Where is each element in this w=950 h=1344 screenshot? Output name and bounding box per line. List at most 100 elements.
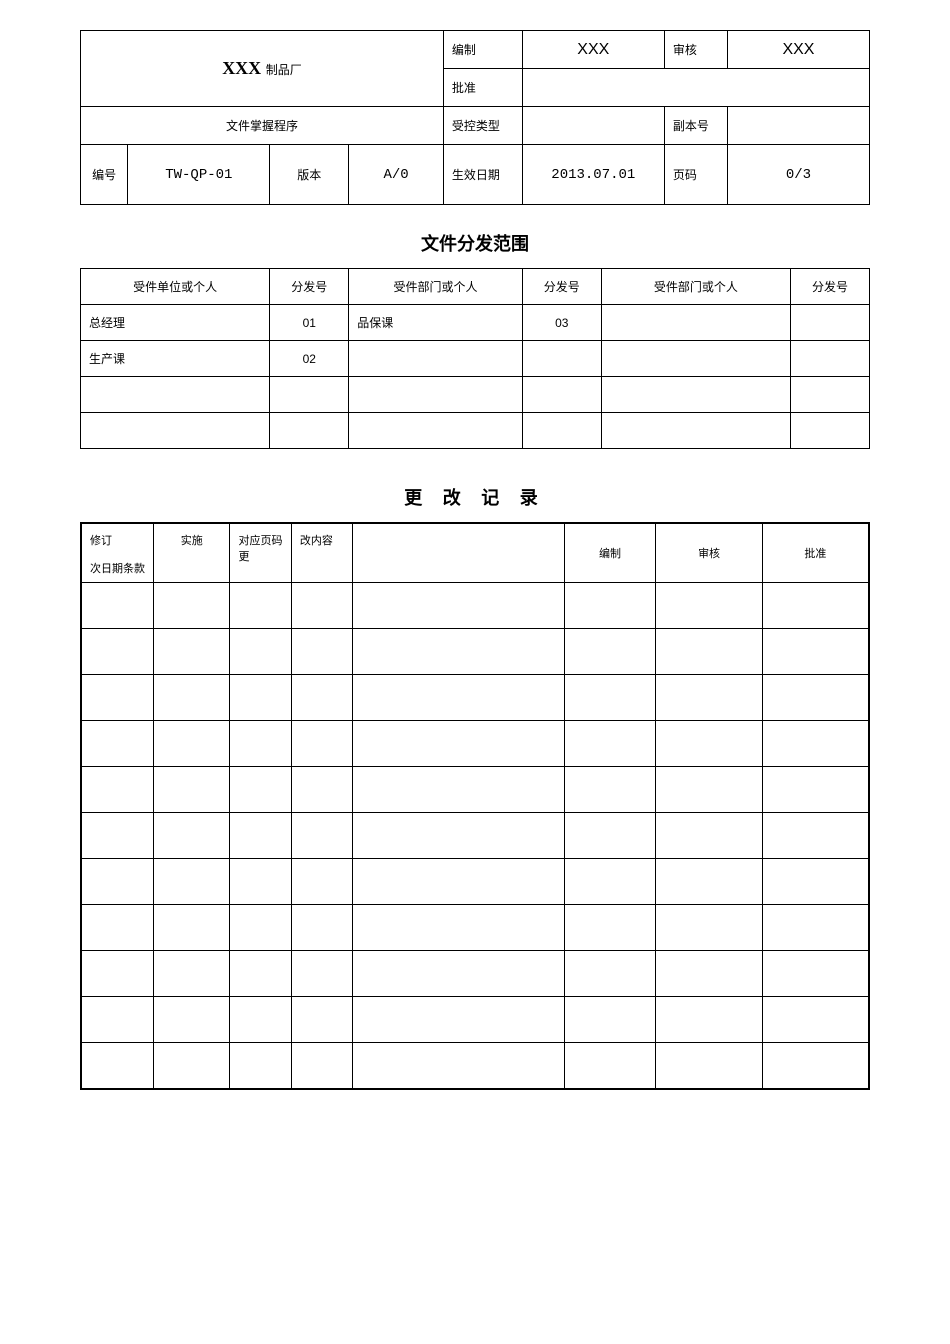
doc-num-value: TW-QP-01	[128, 145, 270, 205]
change-row	[81, 905, 869, 951]
dist-row: 生产课 02	[81, 341, 870, 377]
change-cell	[564, 583, 656, 629]
change-cell	[564, 813, 656, 859]
effective-date-label: 生效日期	[443, 145, 522, 205]
change-cell	[564, 951, 656, 997]
change-cell	[353, 951, 564, 997]
copy-num-value	[727, 107, 869, 145]
change-cell	[353, 721, 564, 767]
change-cell	[762, 905, 869, 951]
change-cell	[230, 767, 291, 813]
change-cell	[81, 721, 154, 767]
change-cell	[291, 767, 352, 813]
dist-cell: 02	[270, 341, 349, 377]
compiled-value: XXX	[522, 31, 664, 69]
dist-row: 总经理 01 品保课 03	[81, 305, 870, 341]
change-cell	[564, 767, 656, 813]
distribution-title: 文件分发范围	[80, 230, 870, 256]
change-cell	[154, 905, 230, 951]
change-col-impl: 实施	[154, 523, 230, 583]
change-cell	[81, 905, 154, 951]
approve-value	[522, 69, 869, 107]
change-cell	[762, 859, 869, 905]
change-cell	[81, 629, 154, 675]
dist-row	[81, 377, 870, 413]
page-value: 0/3	[727, 145, 869, 205]
change-cell	[154, 997, 230, 1043]
change-cell	[564, 629, 656, 675]
change-cell	[230, 675, 291, 721]
change-cell	[353, 629, 564, 675]
change-cell	[81, 675, 154, 721]
change-cell	[291, 1043, 352, 1089]
review-value: XXX	[727, 31, 869, 69]
change-cell	[656, 583, 763, 629]
dist-cell	[81, 377, 270, 413]
change-cell	[230, 1043, 291, 1089]
change-cell	[230, 951, 291, 997]
dist-cell	[601, 341, 790, 377]
dist-cell	[522, 377, 601, 413]
dist-cell	[81, 413, 270, 449]
change-cell	[81, 767, 154, 813]
dist-header-row: 受件单位或个人 分发号 受件部门或个人 分发号 受件部门或个人 分发号	[81, 269, 870, 305]
dist-cell	[791, 413, 870, 449]
change-cell	[230, 721, 291, 767]
change-cell	[656, 813, 763, 859]
doc-name: 文件掌握程序	[81, 107, 444, 145]
change-cell	[762, 813, 869, 859]
change-cell	[353, 767, 564, 813]
dist-cell	[522, 413, 601, 449]
dist-col-num1: 分发号	[270, 269, 349, 305]
change-row	[81, 767, 869, 813]
change-cell	[353, 675, 564, 721]
change-cell	[762, 583, 869, 629]
change-cell	[564, 859, 656, 905]
dist-cell	[791, 377, 870, 413]
copy-num-label: 副本号	[664, 107, 727, 145]
change-cell	[656, 997, 763, 1043]
change-cell	[656, 951, 763, 997]
change-cell	[353, 905, 564, 951]
change-row	[81, 1043, 869, 1089]
company-suffix: 制品厂	[266, 63, 302, 77]
dist-cell	[601, 305, 790, 341]
dist-col-recipient2: 受件部门或个人	[349, 269, 523, 305]
change-cell	[154, 951, 230, 997]
change-cell	[81, 1043, 154, 1089]
change-cell	[564, 721, 656, 767]
dist-cell	[791, 305, 870, 341]
change-col-content: 改内容	[291, 523, 352, 583]
change-cell	[353, 583, 564, 629]
dist-cell	[270, 377, 349, 413]
change-col-rev: 修订 次日期条款	[81, 523, 154, 583]
doc-num-label: 编号	[81, 145, 128, 205]
change-col-review: 审核	[656, 523, 763, 583]
change-cell	[762, 951, 869, 997]
page-label: 页码	[664, 145, 727, 205]
change-cell	[656, 629, 763, 675]
change-cell	[291, 813, 352, 859]
change-row	[81, 629, 869, 675]
document-header-table: XXX 制品厂 编制 XXX 审核 XXX 批准 文件掌握程序 受控类型 副本号…	[80, 30, 870, 205]
change-cell	[291, 721, 352, 767]
change-row	[81, 675, 869, 721]
change-col-page: 对应页码更	[230, 523, 291, 583]
change-cell	[230, 997, 291, 1043]
change-cell	[81, 997, 154, 1043]
distribution-table: 受件单位或个人 分发号 受件部门或个人 分发号 受件部门或个人 分发号 总经理 …	[80, 268, 870, 449]
change-cell	[154, 1043, 230, 1089]
control-type-label: 受控类型	[443, 107, 522, 145]
approve-label: 批准	[443, 69, 522, 107]
change-cell	[291, 905, 352, 951]
change-cell	[353, 1043, 564, 1089]
change-cell	[81, 813, 154, 859]
change-cell	[564, 997, 656, 1043]
change-cell	[230, 905, 291, 951]
change-log-title: 更 改 记 录	[80, 484, 870, 510]
change-row	[81, 583, 869, 629]
change-col-blank	[353, 523, 564, 583]
change-log-table: 修订 次日期条款 实施 对应页码更 改内容 编制 审核 批准	[80, 522, 870, 1090]
dist-cell	[349, 377, 523, 413]
control-type-value	[522, 107, 664, 145]
